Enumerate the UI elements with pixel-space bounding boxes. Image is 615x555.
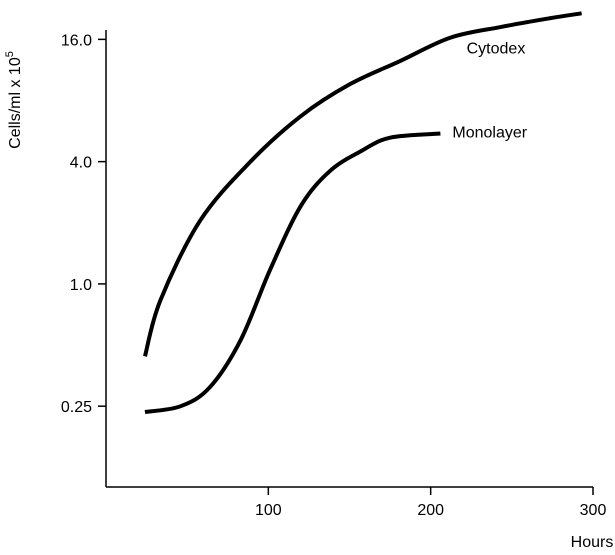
y-tick-label: 16.0 <box>61 32 92 49</box>
series-label: Cytodex <box>467 40 526 57</box>
series-label: Monolayer <box>452 125 527 142</box>
y-tick-label: 4.0 <box>70 155 92 172</box>
y-tick-label: 1.0 <box>70 277 92 294</box>
series-line <box>143 11 582 357</box>
x-tick-label: 200 <box>417 502 444 519</box>
x-tick-label: 100 <box>255 502 282 519</box>
series-line <box>144 131 441 414</box>
x-tick-label: 300 <box>580 502 607 519</box>
y-tick-label: 0.25 <box>61 399 92 416</box>
y-axis-label-exponent: 5 <box>4 51 16 57</box>
y-axis-label-text: Cells/ml x 10 <box>7 57 24 149</box>
y-axis-label: Cells/ml x 105 <box>4 51 24 149</box>
x-axis-label: Hours <box>571 534 614 551</box>
